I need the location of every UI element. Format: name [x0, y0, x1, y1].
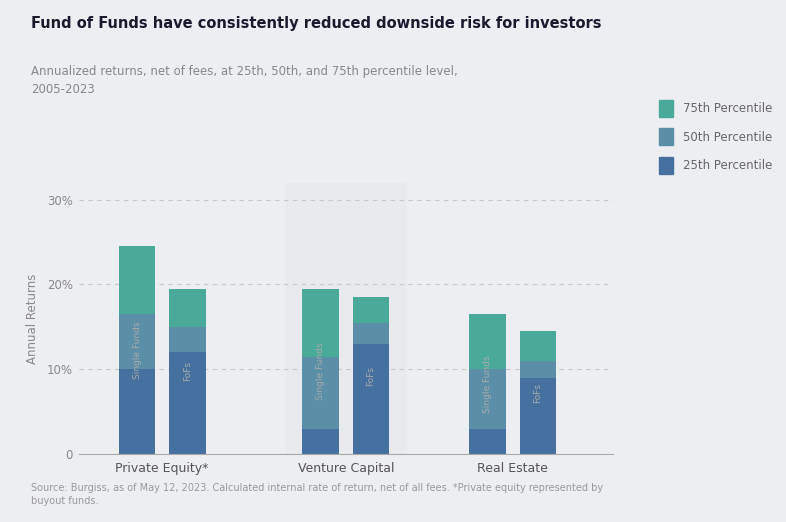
Bar — [469, 314, 506, 370]
Text: FoFs: FoFs — [182, 361, 192, 382]
Text: Source: Burgiss, as of May 12, 2023. Calculated internal rate of return, net of : Source: Burgiss, as of May 12, 2023. Cal… — [31, 483, 604, 506]
Bar — [469, 370, 506, 429]
Bar — [352, 297, 389, 323]
Bar — [119, 314, 156, 370]
Text: Fund of Funds have consistently reduced downside risk for investors: Fund of Funds have consistently reduced … — [31, 16, 602, 31]
Text: Annualized returns, net of fees, at 25th, 50th, and 75th percentile level,
2005-: Annualized returns, net of fees, at 25th… — [31, 65, 458, 96]
Bar — [303, 429, 340, 454]
Bar — [286, 183, 406, 454]
Bar — [352, 323, 389, 344]
Bar — [169, 352, 206, 454]
Bar — [520, 331, 556, 361]
Bar — [119, 246, 156, 314]
Bar — [119, 370, 156, 454]
Bar — [469, 429, 506, 454]
Legend: 75th Percentile, 50th Percentile, 25th Percentile: 75th Percentile, 50th Percentile, 25th P… — [659, 100, 772, 174]
Text: Single Funds: Single Funds — [483, 355, 492, 413]
Bar — [169, 327, 206, 352]
Text: Single Funds: Single Funds — [316, 342, 325, 400]
Bar — [303, 289, 340, 357]
Bar — [352, 344, 389, 454]
Bar — [303, 357, 340, 429]
Bar — [520, 361, 556, 378]
Bar — [169, 289, 206, 327]
Text: Single Funds: Single Funds — [133, 322, 141, 379]
Text: FoFs: FoFs — [366, 366, 376, 386]
Bar — [520, 378, 556, 454]
Text: FoFs: FoFs — [534, 383, 542, 402]
Y-axis label: Annual Returns: Annual Returns — [26, 273, 39, 364]
